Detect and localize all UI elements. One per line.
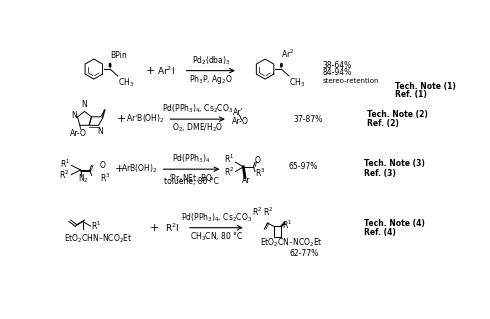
Text: Ar-O: Ar-O [70,129,87,138]
Text: Pd$_2$(dba)$_3$: Pd$_2$(dba)$_3$ [192,54,230,67]
Text: Tech. Note (2): Tech. Note (2) [368,110,428,119]
Text: N$_2$: N$_2$ [78,173,89,185]
Text: EtO$_2$CN–NCO$_2$Et: EtO$_2$CN–NCO$_2$Et [260,237,323,249]
Text: 62-77%: 62-77% [290,249,319,258]
Text: CH$_3$CN, 80 °C: CH$_3$CN, 80 °C [190,230,243,242]
Text: R$^2$: R$^2$ [252,206,262,219]
Text: stereo-retention: stereo-retention [322,78,379,84]
Text: R$^1$: R$^1$ [224,153,234,165]
Text: R$^2$: R$^2$ [59,168,70,181]
Text: R$^1$: R$^1$ [282,219,293,231]
Text: Tech. Note (1): Tech. Note (1) [394,82,455,91]
Text: O$_2$, DME/H$_2$O: O$_2$, DME/H$_2$O [172,122,223,134]
Text: Pd(PPh$_3$)$_4$, Cs$_2$CO$_3$: Pd(PPh$_3$)$_4$, Cs$_2$CO$_3$ [162,103,233,115]
Text: +: + [149,223,159,233]
Text: R$^1$: R$^1$ [59,158,70,170]
Text: R$^2$I: R$^2$I [165,221,179,234]
Text: N: N [97,127,103,136]
Text: Ar’: Ar’ [233,108,244,117]
Text: Ref. (3): Ref. (3) [364,168,395,178]
Text: O: O [100,161,106,170]
Text: ArB(OH)$_2$: ArB(OH)$_2$ [121,163,157,175]
Text: EtO$_2$CHN–NCO$_2$Et: EtO$_2$CHN–NCO$_2$Et [64,232,132,245]
Text: R$^3$: R$^3$ [255,167,266,179]
Text: Ref. (2): Ref. (2) [368,119,399,128]
Text: CH$_3$: CH$_3$ [289,77,305,89]
Text: R$^3$: R$^3$ [100,171,110,184]
Text: Tech. Note (4): Tech. Note (4) [364,219,424,227]
Text: R$^2$: R$^2$ [263,206,273,219]
Text: N: N [72,111,77,120]
Text: +: + [146,66,155,76]
Text: Tech. Note (3): Tech. Note (3) [364,159,424,168]
Text: Ar: Ar [242,176,250,185]
Text: R$^2$: R$^2$ [224,165,234,178]
Text: +: + [115,164,124,174]
Text: Ar’B(OH)$_2$: Ar’B(OH)$_2$ [125,113,164,125]
Text: 38-64%: 38-64% [322,61,352,70]
Text: R$^1$: R$^1$ [91,220,101,232]
Text: N: N [82,100,87,109]
Text: 37-87%: 37-87% [294,115,323,124]
Text: Ar-O: Ar-O [232,117,248,126]
Text: Ph$_3$P, Ag$_2$O: Ph$_3$P, Ag$_2$O [189,73,233,86]
Text: Pd(PPh$_3$)$_4$, Cs$_2$CO$_3$: Pd(PPh$_3$)$_4$, Cs$_2$CO$_3$ [181,211,252,224]
Text: $^i$Pr$_2$NEt, BQ: $^i$Pr$_2$NEt, BQ [169,172,214,185]
Text: Ref. (1): Ref. (1) [394,90,426,99]
Text: toluene, 80 °C: toluene, 80 °C [164,177,219,186]
Text: 84-94%: 84-94% [322,69,352,78]
Text: Ar$^2$: Ar$^2$ [281,48,294,60]
Text: +: + [117,114,126,124]
Text: BPin: BPin [110,51,127,60]
Text: Ref. (4): Ref. (4) [364,228,395,237]
Text: Ar$^2$I: Ar$^2$I [157,64,175,77]
Text: 65-97%: 65-97% [288,162,318,171]
Text: Pd(PPh$_3$)$_4$: Pd(PPh$_3$)$_4$ [172,153,211,165]
Text: O: O [255,156,261,165]
Text: CH$_3$: CH$_3$ [118,77,134,89]
